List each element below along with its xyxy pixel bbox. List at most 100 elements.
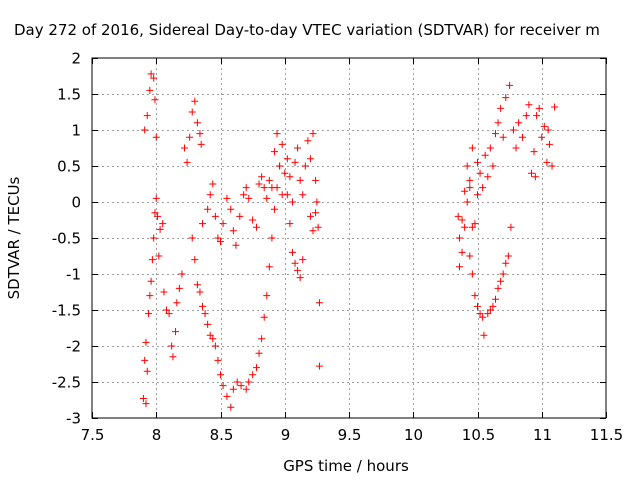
y-tick-label: 1.5 <box>57 86 81 104</box>
y-tick-label: 0 <box>71 194 81 212</box>
y-tick-label: -2 <box>66 338 81 356</box>
data-point <box>286 220 294 228</box>
data-point <box>286 173 294 181</box>
data-point <box>491 295 499 303</box>
x-tick-label: 8.5 <box>210 426 234 444</box>
data-point <box>551 103 559 111</box>
data-point <box>199 302 207 310</box>
data-point <box>544 126 552 134</box>
data-point <box>160 288 168 296</box>
data-point <box>145 310 153 318</box>
data-point <box>209 180 217 188</box>
data-point <box>201 310 209 318</box>
data-point <box>219 220 227 228</box>
data-point <box>151 209 159 217</box>
data-point <box>278 191 286 199</box>
grid <box>92 58 606 418</box>
data-point <box>468 144 476 152</box>
data-point <box>146 86 154 94</box>
data-point <box>249 371 257 379</box>
data-point <box>139 395 147 403</box>
data-point <box>172 328 180 336</box>
data-point <box>489 162 497 170</box>
data-point <box>233 378 241 386</box>
y-tick-label: -1 <box>66 266 81 284</box>
data-point <box>507 223 515 231</box>
data-point <box>197 140 205 148</box>
data-point <box>527 169 535 177</box>
x-tick-label: 10 <box>404 426 423 444</box>
data-point <box>533 112 541 120</box>
data-point <box>481 151 489 159</box>
data-point <box>159 220 167 228</box>
data-point <box>236 212 244 220</box>
data-point <box>461 187 469 195</box>
data-point <box>315 299 323 307</box>
data-point <box>463 162 471 170</box>
data-point <box>489 302 497 310</box>
data-point <box>491 130 499 138</box>
data-point <box>258 335 266 343</box>
data-point <box>223 392 231 400</box>
data-point <box>268 234 276 242</box>
data-point <box>466 184 474 192</box>
data-point <box>270 205 278 213</box>
data-point <box>229 227 237 235</box>
data-point <box>255 349 263 357</box>
data-point <box>494 119 502 127</box>
data-point <box>515 119 523 127</box>
data-point <box>191 97 199 105</box>
data-point <box>196 130 204 138</box>
data-point <box>531 173 539 181</box>
data-point <box>141 356 149 364</box>
x-tick-label: 11 <box>533 426 552 444</box>
data-point <box>291 158 299 166</box>
data-point <box>456 263 464 271</box>
data-point <box>147 70 155 78</box>
data-point <box>456 234 464 242</box>
data-point <box>156 225 164 233</box>
data-point <box>466 252 474 260</box>
data-point <box>474 158 481 166</box>
data-point <box>535 104 543 112</box>
data-point <box>229 385 237 393</box>
data-point <box>217 238 224 246</box>
data-point <box>204 320 212 328</box>
x-axis-label: GPS time / hours <box>283 457 409 475</box>
data-point <box>466 176 474 184</box>
data-point <box>143 112 151 120</box>
data-point <box>252 364 260 372</box>
data-point <box>479 313 487 321</box>
data-point <box>306 155 314 163</box>
data-point <box>255 180 263 188</box>
data-point <box>204 205 212 213</box>
data-point <box>522 112 530 120</box>
data-point <box>306 212 314 220</box>
data-point <box>538 133 546 141</box>
data-point <box>312 176 320 184</box>
data-point <box>548 162 556 170</box>
data-point <box>471 292 479 300</box>
data-point <box>217 371 224 379</box>
x-tick-label: 8 <box>152 426 162 444</box>
data-point <box>199 220 207 228</box>
data-point <box>260 184 268 192</box>
data-point <box>543 158 551 166</box>
data-point <box>474 302 481 310</box>
data-point <box>183 158 191 166</box>
data-point <box>484 173 492 181</box>
data-point <box>463 198 471 206</box>
data-point <box>151 96 159 104</box>
data-point <box>143 367 151 375</box>
data-point <box>193 119 201 127</box>
data-point <box>506 81 514 89</box>
x-tick-label: 10.5 <box>462 426 495 444</box>
data-point <box>278 140 286 148</box>
y-tick-label: -2.5 <box>52 374 81 392</box>
data-point <box>227 205 235 213</box>
x-tick-label: 7.5 <box>81 426 105 444</box>
data-point <box>152 133 160 141</box>
data-point <box>186 133 194 141</box>
data-point <box>484 310 492 318</box>
